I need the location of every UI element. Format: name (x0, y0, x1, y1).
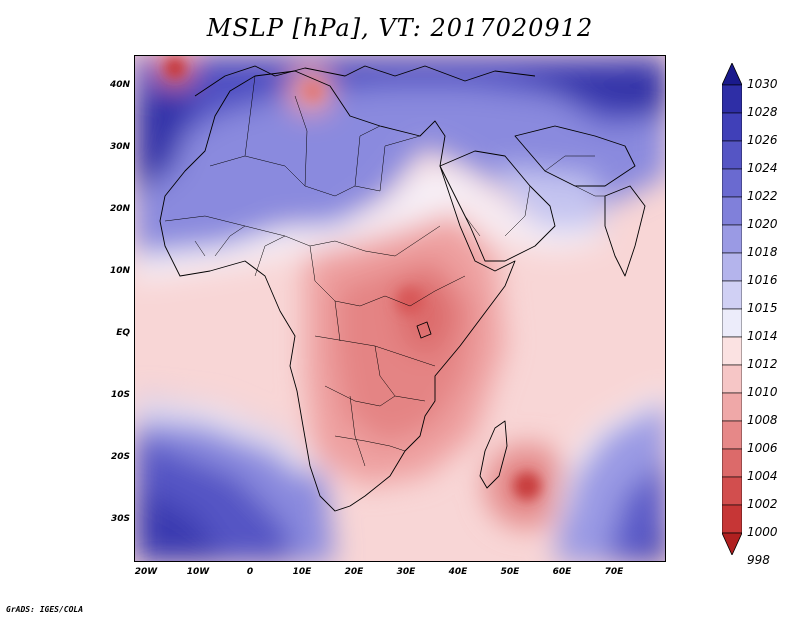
y-tick-label: 20N (109, 204, 130, 214)
country-borders (164, 75, 605, 467)
x-tick-label: 60E (552, 567, 572, 577)
colorbar-swatch (722, 364, 742, 394)
colorbar-swatch (722, 168, 742, 198)
colorbar-tick-label: 1020 (747, 217, 778, 231)
colorbar-swatch (722, 224, 742, 254)
colorbar-tick-label: 998 (747, 553, 770, 567)
colorbar-tick-label: 1008 (747, 413, 778, 427)
colorbar-tick-label: 1016 (747, 273, 778, 287)
colorbar-arrow-bottom (722, 532, 742, 555)
colorbar-swatch (722, 476, 742, 506)
colorbar-tick-label: 1022 (747, 189, 778, 203)
x-tick-label: 20W (134, 567, 158, 577)
mslp-map (135, 56, 665, 561)
x-tick-label: 50E (500, 567, 520, 577)
colorbar-swatch (722, 280, 742, 310)
y-tick-label: 20S (110, 452, 130, 462)
y-tick-label: EQ (116, 328, 130, 338)
x-tick-label: 10E (292, 567, 312, 577)
colorbar-swatch (722, 504, 742, 534)
colorbar-swatch (722, 392, 742, 422)
colorbar-arrow-top (722, 63, 742, 86)
colorbar-tick-label: 1015 (747, 301, 778, 315)
y-tick-label: 30N (109, 142, 130, 152)
colorbar-tick-label: 1000 (747, 525, 778, 539)
x-tick-label: 20E (344, 567, 364, 577)
colorbar-swatch (722, 448, 742, 478)
colorbar-swatch (722, 140, 742, 170)
colorbar-tick-label: 1014 (747, 329, 778, 343)
colorbar-tick-label: 1024 (747, 161, 778, 175)
colorbar-tick-label: 1018 (747, 245, 778, 259)
x-tick-label: 10W (186, 567, 210, 577)
colorbar-tick-label: 1026 (747, 133, 778, 147)
y-tick-label: 10N (109, 266, 130, 276)
map-plot-area (134, 55, 666, 562)
colorbar-swatch (722, 420, 742, 450)
x-tick-label: 0 (246, 567, 254, 577)
colorbar-tick-label: 1002 (747, 497, 778, 511)
colorbar-swatch (722, 84, 742, 114)
pressure-minima (165, 58, 541, 500)
x-tick-label: 30E (396, 567, 416, 577)
y-tick-label: 10S (110, 390, 130, 400)
pressure-field (135, 56, 665, 561)
chart-title: MSLP [hPa], VT: 2017020912 (206, 14, 594, 42)
colorbar-swatch (722, 196, 742, 226)
colorbar-tick-label: 1028 (747, 105, 778, 119)
colorbar-swatch (722, 308, 742, 338)
colorbar-tick-label: 1010 (747, 385, 778, 399)
y-tick-label: 30S (110, 514, 130, 524)
colorbar-tick-label: 1004 (747, 469, 778, 483)
colorbar-swatch (722, 252, 742, 282)
colorbar-swatch (722, 336, 742, 366)
x-tick-label: 40E (448, 567, 468, 577)
colorbar-tick-label: 1030 (747, 77, 778, 91)
colorbar-swatch (722, 112, 742, 142)
colorbar (722, 63, 742, 555)
x-tick-label: 70E (604, 567, 624, 577)
y-tick-label: 40N (109, 80, 130, 90)
colorbar-tick-label: 1006 (747, 441, 778, 455)
credit-text: GrADS: IGES/COLA (6, 605, 84, 614)
colorbar-tick-label: 1012 (747, 357, 778, 371)
